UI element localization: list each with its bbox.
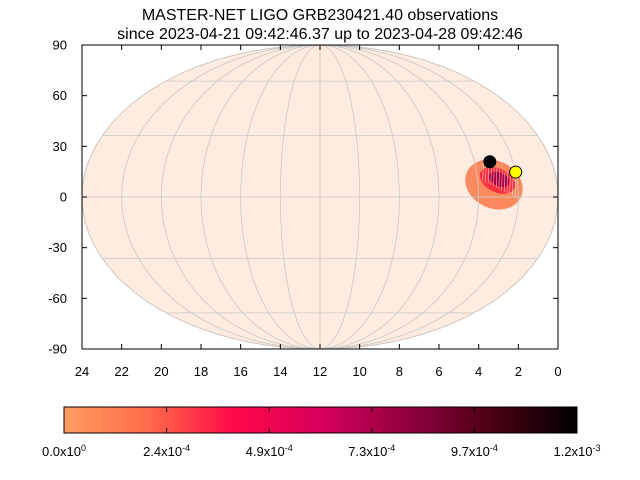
colorbar-tick-label: 1.2x10-3: [553, 443, 600, 459]
y-tick-label: 0: [60, 190, 67, 205]
x-tick-label: 20: [154, 364, 168, 379]
chart-title-line2: since 2023-04-21 09:42:46.37 up to 2023-…: [117, 26, 523, 43]
x-tick-label: 12: [313, 364, 327, 379]
probability-hatch-line: [482, 161, 484, 182]
x-tick-label: 16: [233, 364, 247, 379]
x-tick-label: 6: [435, 364, 442, 379]
plot-area: [81, 44, 559, 350]
y-tick-label: -60: [48, 291, 67, 306]
probability-hatch-line: [498, 169, 500, 190]
colorbar-tick-label: 7.3x10-4: [348, 443, 395, 459]
colorbar-tick-label: 0.0x100: [42, 443, 86, 459]
x-tick-label: 24: [75, 364, 89, 379]
x-tick-label: 22: [114, 364, 128, 379]
probability-hatch-line: [490, 165, 492, 186]
probability-hatch-line: [506, 173, 508, 194]
colorbar: 0.0x100 2.4x10-4 4.9x10-4 7.3x10-4 9.7x10-4 1…: [42, 406, 601, 459]
probability-hatch-line: [512, 176, 514, 196]
probability-hatch-line: [493, 166, 495, 187]
probability-hatch-line: [509, 174, 511, 195]
colorbar-tick-exponent: -3: [593, 443, 601, 453]
colorbar-tick-exponent: -4: [285, 443, 293, 453]
x-tick-label: 18: [194, 364, 208, 379]
x-tick-label: 4: [475, 364, 482, 379]
x-tick-label: 2: [515, 364, 522, 379]
y-tick-label: 30: [53, 139, 67, 154]
y-tick-label: 60: [53, 88, 67, 103]
colorbar-tick-label: 2.4x10-4: [143, 443, 190, 459]
x-tick-label: 10: [352, 364, 366, 379]
probability-hatch-line: [514, 177, 517, 198]
x-tick-label: 8: [396, 364, 403, 379]
marker-yellow-point: [509, 165, 523, 179]
probability-hatch-line: [495, 168, 498, 188]
marker-black-point: [483, 155, 497, 169]
chart-title-line1: MASTER-NET LIGO GRB230421.40 observation…: [141, 7, 499, 24]
colorbar-tick-exponent: 0: [81, 443, 86, 453]
colorbar-tick-exponent: -4: [490, 443, 498, 453]
colorbar-tick-label: 4.9x10-4: [246, 443, 293, 459]
colorbar-tick-exponent: -4: [387, 443, 395, 453]
y-tick-label: -30: [48, 240, 67, 255]
x-tick-label: 14: [273, 364, 287, 379]
y-tick-label: 90: [53, 38, 67, 53]
y-tick-label: -90: [48, 342, 67, 357]
probability-hatch-line: [504, 172, 506, 192]
probability-hatch-line: [501, 170, 503, 191]
colorbar-tick-label: 9.7x10-4: [451, 443, 498, 459]
colorbar-tick-exponent: -4: [182, 443, 190, 453]
colorbar-gradient: [63, 406, 578, 434]
x-tick-label: 0: [554, 364, 561, 379]
